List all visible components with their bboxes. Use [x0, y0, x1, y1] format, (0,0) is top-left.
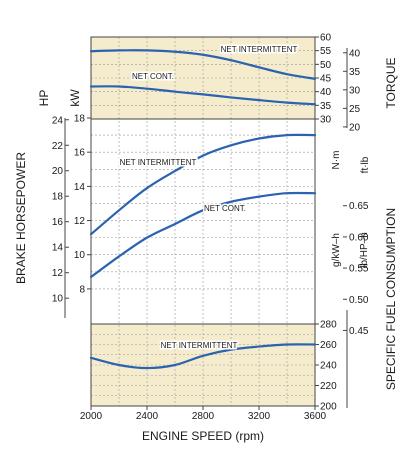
x-axis-title: ENGINE SPEED (rpm) — [142, 429, 264, 443]
power-kw-tick: 14 — [74, 182, 86, 193]
tick-marks — [64, 36, 348, 410]
power-kw-tick: 12 — [74, 216, 86, 227]
torque-title: TORQUE — [384, 57, 398, 108]
power-net-intermittent-curve-label: NET INTERMITTENT — [120, 158, 197, 167]
brake-horsepower-title: BRAKE HORSEPOWER — [14, 152, 28, 284]
torque-net-cont-curve-label: NET CONT. — [132, 72, 174, 81]
torque-ftlb-tick: 25 — [349, 104, 361, 115]
power-hp-tick: 22 — [52, 141, 64, 152]
power-net-intermittent-curve — [89, 133, 317, 236]
torque-nm-tick: 55 — [320, 46, 332, 57]
x-tick-label: 3200 — [248, 411, 271, 422]
power-hp-tick: 20 — [52, 166, 64, 177]
power-kw-tick: 16 — [74, 148, 86, 159]
torque-nm-tick: 35 — [320, 101, 332, 112]
torque-nm-tick: 30 — [320, 115, 332, 126]
torque-net-cont-curve — [89, 85, 317, 106]
fuel-gkwh-tick: 260 — [320, 340, 337, 351]
fuel-gkwh-tick: 220 — [320, 381, 337, 392]
power-hp-tick: 24 — [52, 115, 64, 126]
fuel-lbhph-unit: lb/HP–h — [359, 232, 370, 268]
sfc-title: SPECIFIC FUEL CONSUMPTION — [384, 208, 398, 390]
fuel-lbhph-tick: 0.65 — [349, 201, 369, 212]
power-net-cont-curve-label: NET CONT. — [204, 204, 246, 213]
fuel-lbhph-tick: 0.50 — [349, 295, 369, 306]
fuel-lbhph-tick: 0.60 — [349, 232, 369, 243]
curves — [89, 49, 317, 370]
torque-ftlb-tick: 40 — [349, 48, 361, 59]
power-kw-tick: 8 — [79, 284, 85, 295]
fuel-net-intermittent-curve-label: NET INTERMITTENT — [161, 341, 238, 350]
torque-nm-tick: 45 — [320, 74, 332, 85]
fuel-gkwh-tick: 200 — [320, 402, 337, 413]
x-tick-label: 2800 — [192, 411, 215, 422]
fuel-lbhph-tick: 0.55 — [349, 264, 369, 275]
power-net-cont-curve — [89, 191, 317, 279]
power-hp-tick: 10 — [52, 294, 64, 305]
power-kw-label: kW — [68, 89, 82, 107]
tick-labels: 30 35 40 45 50 55 60 20 25 30 35 40 8 10 12 14 16 18 10 12 1… — [52, 33, 369, 423]
fuel-gkwh-tick: 240 — [320, 361, 337, 372]
torque-nm-tick: 60 — [320, 33, 332, 44]
torque-net-intermittent-curve-label: NET INTERMITTENT — [221, 45, 298, 54]
fuel-net-intermittent-curve — [89, 343, 317, 370]
torque-nm-tick: 50 — [320, 60, 332, 71]
power-hp-label: HP — [37, 90, 51, 107]
fuel-gkwh-unit: g/kW–h — [331, 233, 342, 267]
x-tick-label: 2400 — [136, 411, 159, 422]
fuel-lbhph-tick: 0.45 — [349, 326, 369, 337]
power-kw-tick: 10 — [74, 250, 86, 261]
torque-ftlb-unit: ft·lb — [360, 156, 371, 173]
power-hp-tick: 18 — [52, 192, 64, 203]
torque-ftlb-tick: 20 — [349, 122, 361, 133]
torque-net-intermittent-curve — [89, 49, 317, 80]
x-tick-label: 3600 — [304, 411, 327, 422]
power-hp-tick: 16 — [52, 217, 64, 228]
torque-nm-tick: 40 — [320, 87, 332, 98]
torque-ftlb-tick: 35 — [349, 67, 361, 78]
torque-ftlb-tick: 30 — [349, 85, 361, 96]
torque-nm-unit: N·m — [331, 151, 342, 170]
power-hp-tick: 12 — [52, 268, 64, 279]
power-hp-tick: 14 — [52, 243, 64, 254]
fuel-gkwh-tick: 280 — [320, 320, 337, 331]
x-tick-label: 2000 — [80, 411, 103, 422]
power-kw-tick: 18 — [74, 114, 86, 125]
